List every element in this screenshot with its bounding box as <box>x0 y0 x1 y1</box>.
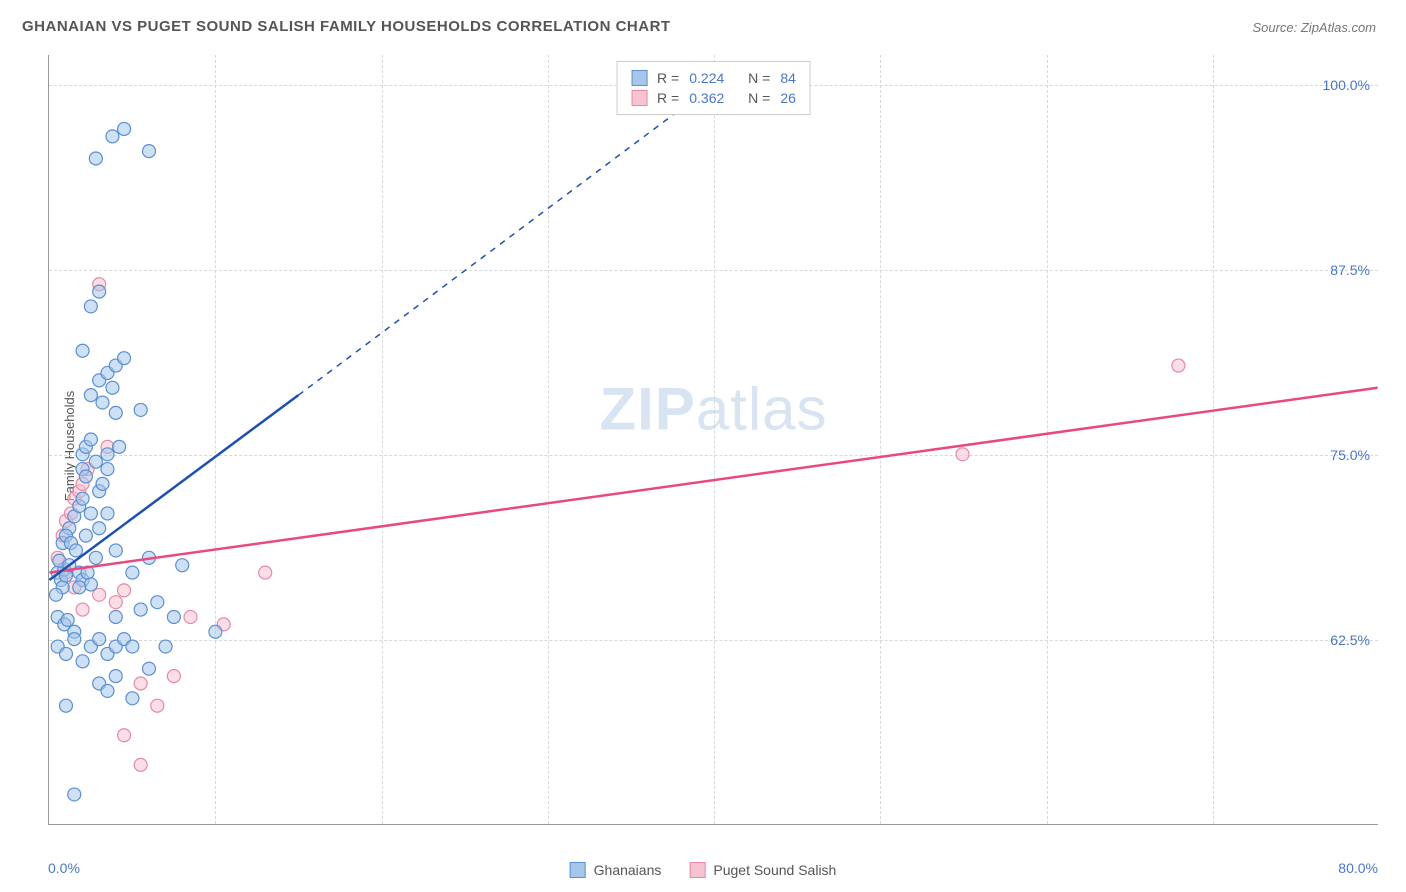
scatter-point <box>61 613 74 626</box>
swatch-blue <box>570 862 586 878</box>
scatter-point <box>68 633 81 646</box>
scatter-point <box>79 470 92 483</box>
legend-item-ghanaians: Ghanaians <box>570 862 662 878</box>
scatter-point <box>101 463 114 476</box>
scatter-point <box>76 603 89 616</box>
scatter-point <box>118 122 131 135</box>
trend-line <box>49 388 1377 573</box>
trend-line <box>298 85 713 396</box>
swatch-pink <box>689 862 705 878</box>
scatter-point <box>134 403 147 416</box>
scatter-point <box>109 610 122 623</box>
scatter-point <box>79 529 92 542</box>
legend-item-puget: Puget Sound Salish <box>689 862 836 878</box>
chart-plot-area: ZIPatlas R = 0.224 N = 84 R = 0.362 N = … <box>48 55 1378 825</box>
scatter-point <box>73 581 86 594</box>
scatter-point <box>126 566 139 579</box>
scatter-point <box>118 729 131 742</box>
scatter-point <box>101 507 114 520</box>
correlation-legend-box: R = 0.224 N = 84 R = 0.362 N = 26 <box>616 61 811 115</box>
scatter-point <box>93 633 106 646</box>
scatter-point <box>93 522 106 535</box>
scatter-point <box>159 640 172 653</box>
scatter-point <box>209 625 222 638</box>
scatter-point <box>89 551 102 564</box>
scatter-point <box>134 677 147 690</box>
y-tick-label: 87.5% <box>1330 262 1370 278</box>
scatter-point <box>84 433 97 446</box>
scatter-point <box>84 507 97 520</box>
scatter-point <box>89 152 102 165</box>
scatter-point <box>59 699 72 712</box>
legend-label-ghanaians: Ghanaians <box>594 862 662 878</box>
scatter-point <box>151 596 164 609</box>
scatter-point <box>96 477 109 490</box>
scatter-point <box>69 544 82 557</box>
x-axis-min-label: 0.0% <box>48 860 80 876</box>
chart-title: GHANAIAN VS PUGET SOUND SALISH FAMILY HO… <box>22 18 671 35</box>
scatter-point <box>109 406 122 419</box>
scatter-point <box>142 145 155 158</box>
scatter-point <box>106 130 119 143</box>
scatter-point <box>84 578 97 591</box>
scatter-point <box>259 566 272 579</box>
x-axis-max-label: 80.0% <box>1338 860 1378 876</box>
y-tick-label: 62.5% <box>1330 632 1370 648</box>
legend-bottom: Ghanaians Puget Sound Salish <box>570 862 837 878</box>
scatter-point <box>134 603 147 616</box>
y-tick-label: 75.0% <box>1330 447 1370 463</box>
scatter-point <box>167 610 180 623</box>
scatter-point <box>106 381 119 394</box>
scatter-point <box>76 344 89 357</box>
scatter-point <box>93 285 106 298</box>
correlation-row-pink: R = 0.362 N = 26 <box>631 88 796 108</box>
scatter-point <box>126 640 139 653</box>
scatter-point <box>109 544 122 557</box>
scatter-point <box>84 300 97 313</box>
scatter-point <box>84 389 97 402</box>
scatter-point <box>109 670 122 683</box>
y-tick-label: 100.0% <box>1323 77 1370 93</box>
scatter-point <box>118 584 131 597</box>
scatter-point <box>184 610 197 623</box>
scatter-point <box>142 662 155 675</box>
legend-label-puget: Puget Sound Salish <box>713 862 836 878</box>
swatch-pink <box>631 90 647 106</box>
scatter-point <box>89 455 102 468</box>
scatter-point <box>167 670 180 683</box>
scatter-point <box>126 692 139 705</box>
scatter-point <box>118 352 131 365</box>
scatter-point <box>76 655 89 668</box>
swatch-blue <box>631 70 647 86</box>
scatter-point <box>113 440 126 453</box>
scatter-point <box>176 559 189 572</box>
scatter-point <box>134 758 147 771</box>
scatter-point <box>1172 359 1185 372</box>
scatter-point <box>50 588 63 601</box>
scatter-point <box>151 699 164 712</box>
scatter-point <box>956 448 969 461</box>
scatter-point <box>59 647 72 660</box>
source-attribution: Source: ZipAtlas.com <box>1252 20 1376 35</box>
scatter-point <box>96 396 109 409</box>
scatter-point <box>101 448 114 461</box>
scatter-point <box>68 788 81 801</box>
scatter-point <box>76 492 89 505</box>
correlation-row-blue: R = 0.224 N = 84 <box>631 68 796 88</box>
scatter-point <box>101 684 114 697</box>
scatter-point <box>109 596 122 609</box>
scatter-svg <box>49 55 1378 824</box>
